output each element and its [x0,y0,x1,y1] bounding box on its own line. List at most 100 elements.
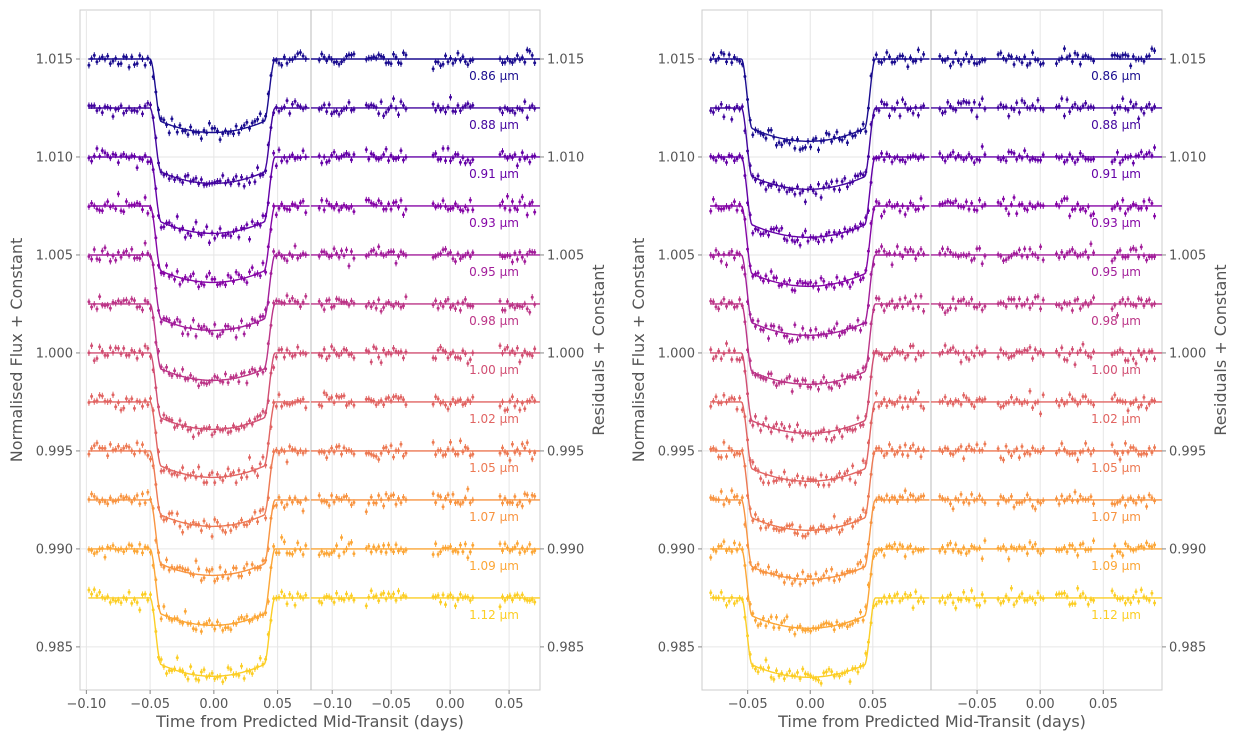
residual-point [456,550,460,554]
wavelength-label: 0.95 μm [469,265,519,279]
flux-point [173,617,177,621]
flux-point [738,154,742,158]
flux-point [213,481,217,485]
residual-point [954,108,958,112]
residual-point [396,351,400,355]
flux-point [138,157,142,161]
flux-point [261,455,265,459]
flux-point [90,201,94,205]
flux-point [290,58,294,62]
residual-point [434,501,438,505]
flux-point [98,208,102,212]
flux-point [253,368,257,372]
wavelength-label: 0.98 μm [469,314,519,328]
flux-point [143,450,147,454]
flux-point [237,673,241,677]
residual-point [468,501,472,505]
flux-point [229,129,233,133]
flux-point [140,252,144,256]
residual-point [1153,49,1157,53]
residual-point [364,254,368,258]
residual-point [317,107,321,111]
residual-point [404,498,408,502]
flux-point [272,301,276,305]
flux-point [130,247,134,251]
flux-point [90,394,94,398]
flux-point [135,356,139,360]
residual-point [439,252,443,256]
flux-point [98,446,102,450]
residual-point [530,550,534,554]
flux-point [856,226,860,230]
residual-point [1089,158,1093,162]
flux-point [256,271,260,275]
flux-point [165,517,169,521]
flux-point [788,233,792,237]
residual-point [387,496,391,500]
flux-point [242,370,246,374]
flux-point [740,209,744,213]
flux-point [250,121,254,125]
residual-point [1123,106,1127,110]
flux-point [159,514,163,518]
residual-point [498,107,502,111]
residual-point [344,592,348,596]
flux-point [159,563,163,567]
flux-point [100,111,104,115]
residual-point [1113,53,1117,57]
flux-point [922,205,926,209]
flux-point [92,359,96,363]
flux-point [191,178,195,182]
flux-point [274,551,278,555]
flux-point [893,156,897,160]
flux-point [213,236,217,240]
residual-point [948,64,952,68]
flux-point [103,304,107,308]
flux-point [885,50,889,54]
residual-point [335,445,339,449]
residual-point [530,154,534,158]
flux-point [157,505,161,509]
flux-point [277,393,281,397]
flux-point [146,101,150,105]
flux-point [788,339,792,343]
residual-point [439,157,443,161]
residual-point [501,149,505,153]
flux-point [100,303,104,307]
residual-point [349,204,353,208]
flux-point [814,327,818,331]
flux-point [197,232,201,236]
flux-point [116,401,120,405]
residual-point [530,53,534,57]
residual-point [379,100,383,104]
residual-point [1028,61,1032,65]
residual-point [340,452,344,456]
residual-point [344,547,348,551]
residual-point [441,304,445,308]
residual-point [1084,101,1088,105]
flux-point [242,184,246,188]
residual-point [317,154,321,158]
residual-point [1060,97,1064,101]
residual-point [456,153,460,157]
residual-point [394,261,398,265]
flux-point [229,182,233,186]
residual-point [448,352,452,356]
residual-point [372,202,376,206]
flux-point [130,449,134,453]
flux-point [266,245,270,249]
flux-point [226,626,230,630]
flux-point [274,105,278,109]
flux-point [282,401,286,405]
flux-point [848,131,852,135]
flux-point [223,626,227,630]
residual-point [335,495,339,499]
residual-point [1004,207,1008,211]
residual-point [335,60,339,64]
flux-point [730,61,734,65]
flux-point [165,558,169,562]
flux-point [732,159,736,163]
flux-point [282,355,286,359]
flux-point [838,230,842,234]
flux-point [146,453,150,457]
